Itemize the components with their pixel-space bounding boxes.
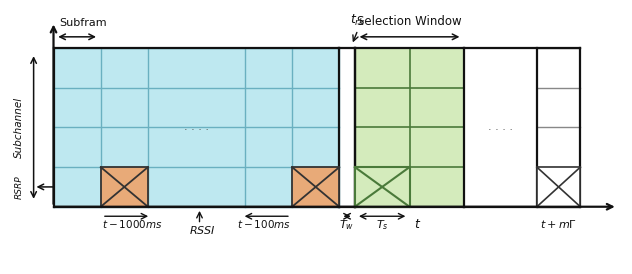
Bar — [54, 48, 339, 207]
Text: $T_w$: $T_w$ — [339, 218, 355, 232]
Text: $t$: $t$ — [415, 218, 422, 231]
Text: Subchannel: Subchannel — [15, 97, 25, 158]
Text: $t_{rk}$: $t_{rk}$ — [350, 13, 366, 28]
Text: Selection Window: Selection Window — [357, 15, 462, 28]
Text: $t+m\Gamma$: $t+m\Gamma$ — [540, 218, 577, 230]
Bar — [100, 167, 148, 207]
Bar — [292, 167, 339, 207]
Text: $RSSI$: $RSSI$ — [189, 224, 216, 236]
Text: $T_s$: $T_s$ — [376, 218, 389, 232]
Bar — [355, 167, 410, 207]
Text: . . . .: . . . . — [184, 122, 209, 133]
Text: Subfram: Subfram — [59, 18, 107, 28]
Bar — [355, 48, 464, 207]
Text: RSRP: RSRP — [15, 175, 24, 199]
Text: $t-1000ms$: $t-1000ms$ — [102, 218, 162, 230]
Text: $t-100ms$: $t-100ms$ — [237, 218, 291, 230]
Text: . . . .: . . . . — [488, 122, 513, 133]
Bar — [537, 167, 580, 207]
